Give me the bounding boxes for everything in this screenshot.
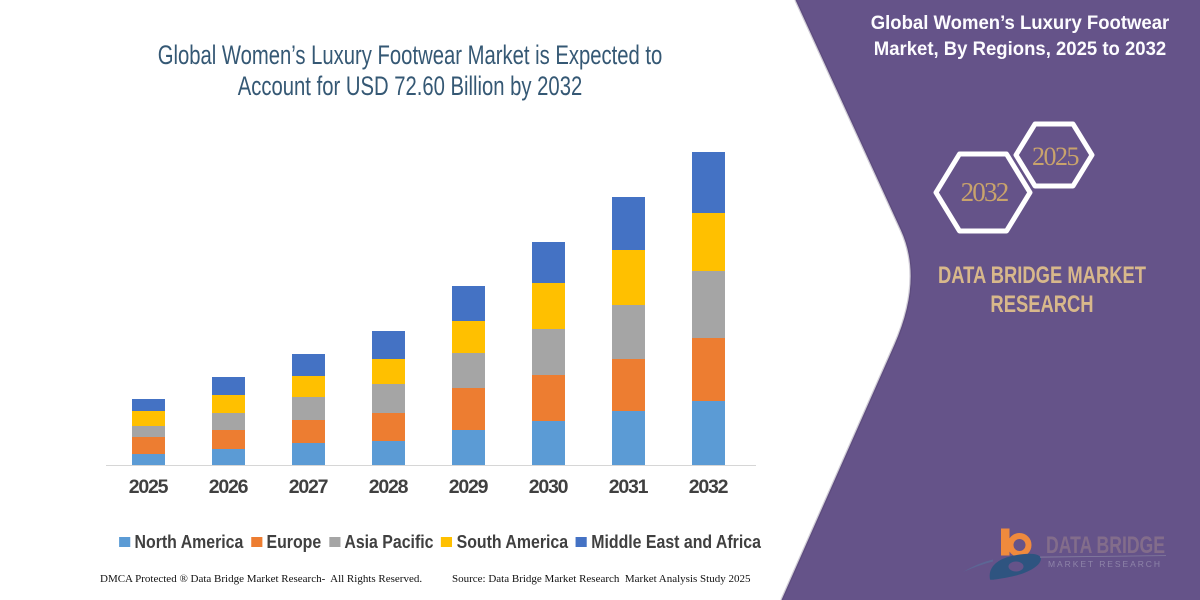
svg-text:MARKET RESEARCH: MARKET RESEARCH	[1048, 559, 1160, 569]
svg-text:DATA BRIDGE: DATA BRIDGE	[1046, 532, 1165, 559]
